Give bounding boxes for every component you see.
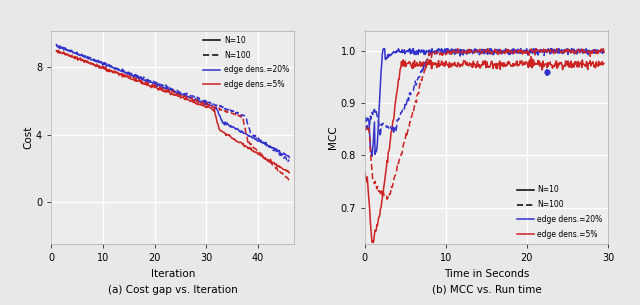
X-axis label: Iteration: Iteration xyxy=(150,269,195,278)
Legend: N=10, N=100, edge dens.=20%, edge dens.=5%: N=10, N=100, edge dens.=20%, edge dens.=… xyxy=(202,34,291,91)
Y-axis label: Cost: Cost xyxy=(23,126,33,149)
Text: (b) MCC vs. Run time: (b) MCC vs. Run time xyxy=(431,285,541,295)
Legend: N=10, N=100, edge dens.=20%, edge dens.=5%: N=10, N=100, edge dens.=20%, edge dens.=… xyxy=(515,184,604,240)
X-axis label: Time in Seconds: Time in Seconds xyxy=(444,269,529,278)
Y-axis label: MCC: MCC xyxy=(328,125,338,149)
Text: (a) Cost gap vs. Iteration: (a) Cost gap vs. Iteration xyxy=(108,285,237,295)
